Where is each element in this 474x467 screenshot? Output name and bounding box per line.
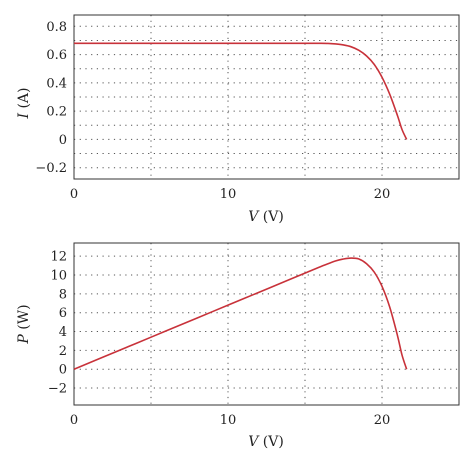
iv-xtick: 10 xyxy=(220,187,237,202)
pv-ytick: 12 xyxy=(50,250,67,265)
pv-ytick: 2 xyxy=(59,344,67,359)
pv-grid xyxy=(74,243,459,405)
iv-xtick: 0 xyxy=(70,187,78,202)
pv-xtick: 0 xyxy=(70,413,78,428)
pv-ytick: 6 xyxy=(59,306,67,321)
pv-ytick: 4 xyxy=(59,325,67,340)
pv-ytick: −2 xyxy=(48,382,67,397)
iv-xlabel: V (V) xyxy=(248,209,284,225)
pv-ytick: 8 xyxy=(59,287,67,302)
pv-xtick: 20 xyxy=(374,413,391,428)
iv-plot-frame xyxy=(73,14,460,180)
iv-curve xyxy=(74,42,408,140)
iv-ytick: 0 xyxy=(59,133,67,148)
iv-ytick: 0.8 xyxy=(46,20,67,35)
iv-ylabel: I (A) xyxy=(16,87,32,119)
pv-ylabel: P (W) xyxy=(16,304,32,344)
iv-ytick: −0.2 xyxy=(35,161,67,176)
iv-chart: 0.8 0.6 0.4 0.2 0 −0.2 0 10 20 V (V) I (… xyxy=(16,14,460,225)
iv-ytick: 0.2 xyxy=(46,105,67,120)
pv-plot-frame xyxy=(73,242,460,406)
iv-grid xyxy=(74,15,459,179)
iv-ytick: 0.6 xyxy=(46,48,67,63)
pv-xtick: 10 xyxy=(220,413,237,428)
pv-xlabel: V (V) xyxy=(248,434,284,450)
iv-xtick: 20 xyxy=(374,187,391,202)
pv-curve xyxy=(73,257,408,370)
iv-ytick: 0.4 xyxy=(46,76,67,91)
pv-ytick: 10 xyxy=(50,269,67,284)
pv-chart: 12 10 8 6 4 2 0 −2 0 10 20 V (V) P (W) xyxy=(16,242,460,450)
pv-ytick: 0 xyxy=(59,363,67,378)
